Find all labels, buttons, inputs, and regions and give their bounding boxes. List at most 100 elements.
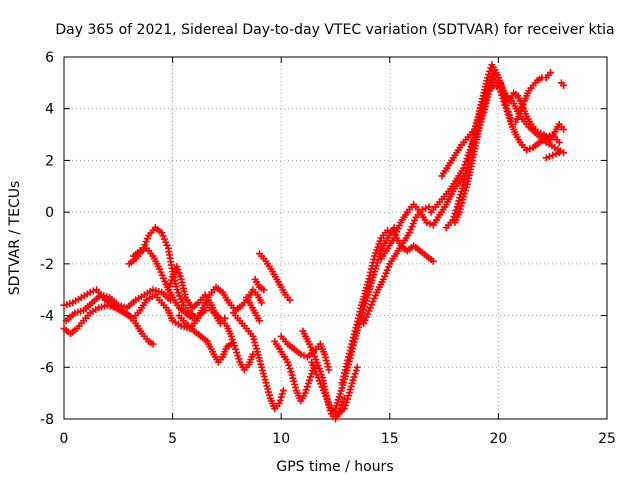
data-point-trace bbox=[240, 296, 250, 307]
data-point-trace bbox=[255, 293, 264, 304]
data-point-trace bbox=[206, 304, 216, 314]
data-point-trace bbox=[228, 335, 239, 350]
data-point-trace bbox=[457, 172, 468, 183]
data-point-trace bbox=[509, 123, 519, 136]
data-point-trace bbox=[238, 319, 248, 330]
data-point bbox=[284, 358, 292, 366]
data-point-trace bbox=[89, 287, 97, 295]
data-point-trace bbox=[513, 133, 523, 144]
data-point-trace bbox=[332, 387, 345, 410]
data-point-trace bbox=[147, 226, 157, 237]
data-point-trace bbox=[455, 167, 466, 180]
data-point-trace bbox=[300, 330, 312, 345]
y-tick-label: 4 bbox=[45, 102, 54, 118]
x-tick-label: 5 bbox=[168, 431, 177, 447]
data-point-trace bbox=[192, 329, 203, 339]
data-point-trace bbox=[171, 318, 182, 328]
series-track-15 bbox=[277, 332, 333, 374]
data-point-trace bbox=[513, 112, 523, 123]
data-point bbox=[384, 226, 392, 234]
data-point-trace bbox=[165, 276, 176, 290]
data-point-trace bbox=[254, 351, 265, 368]
data-point-trace bbox=[170, 265, 180, 278]
data-point-trace bbox=[194, 306, 206, 322]
data-point-trace bbox=[315, 377, 327, 394]
data-point-trace bbox=[244, 296, 253, 307]
data-point-trace bbox=[385, 237, 397, 250]
data-point-trace bbox=[454, 191, 465, 208]
series-track-20 bbox=[360, 203, 433, 327]
data-point-trace bbox=[90, 293, 103, 305]
data-point-trace bbox=[298, 392, 308, 402]
data-point-trace bbox=[453, 144, 464, 157]
data-point-trace bbox=[387, 228, 395, 236]
chart-title: Day 365 of 2021, Sidereal Day-to-day VTE… bbox=[55, 22, 614, 38]
data-point-trace bbox=[437, 203, 449, 216]
data-point-trace bbox=[263, 382, 273, 399]
x-tick-label: 20 bbox=[489, 431, 507, 447]
data-point bbox=[555, 138, 563, 146]
data-point-trace bbox=[374, 278, 386, 294]
data-point bbox=[425, 203, 433, 211]
data-point-trace bbox=[153, 293, 164, 304]
data-point-trace bbox=[444, 190, 455, 206]
data-point-trace bbox=[219, 317, 229, 327]
x-tick-label: 0 bbox=[60, 431, 69, 447]
data-point-trace bbox=[214, 285, 224, 295]
data-point bbox=[338, 379, 346, 387]
data-point-trace bbox=[527, 125, 539, 137]
data-point-trace bbox=[108, 295, 120, 307]
data-point-trace bbox=[152, 287, 163, 295]
y-tick-label: 6 bbox=[45, 50, 54, 66]
data-point-trace bbox=[545, 140, 556, 150]
data-point-trace bbox=[322, 353, 332, 371]
data-point-trace bbox=[180, 323, 191, 332]
data-point-trace bbox=[517, 100, 527, 115]
data-point-trace bbox=[246, 353, 256, 366]
data-point-trace bbox=[518, 115, 531, 128]
series-track-8 bbox=[175, 312, 235, 366]
data-point-trace bbox=[182, 304, 192, 314]
data-point bbox=[523, 146, 531, 154]
data-point-trace bbox=[190, 300, 200, 310]
data-point bbox=[227, 332, 235, 340]
data-point-trace bbox=[237, 361, 247, 371]
data-point bbox=[555, 149, 563, 157]
data-point-trace bbox=[511, 102, 523, 118]
data-point-trace bbox=[62, 326, 72, 336]
data-point-trace bbox=[329, 406, 339, 416]
data-point-trace bbox=[205, 340, 217, 356]
data-point bbox=[542, 154, 550, 162]
data-point-trace bbox=[220, 291, 231, 304]
data-point bbox=[351, 327, 359, 335]
series-track-10 bbox=[229, 309, 287, 413]
data-point-trace bbox=[412, 203, 422, 214]
series-track-25 bbox=[438, 81, 568, 180]
y-tick-label: -6 bbox=[40, 360, 54, 376]
data-point-trace bbox=[119, 308, 130, 318]
data-point-trace bbox=[358, 294, 371, 317]
data-point-trace bbox=[139, 246, 147, 254]
data-point-trace bbox=[267, 397, 278, 410]
data-point-trace bbox=[542, 132, 552, 142]
data-point-trace bbox=[63, 300, 74, 308]
data-point-trace bbox=[232, 312, 242, 322]
data-point-trace bbox=[115, 306, 126, 315]
data-point-trace bbox=[412, 243, 422, 253]
data-point-trace bbox=[400, 231, 412, 245]
data-point-trace bbox=[305, 349, 316, 359]
data-point-trace bbox=[492, 69, 501, 79]
data-point-trace bbox=[124, 311, 135, 320]
data-point-trace bbox=[545, 153, 553, 161]
data-point-trace bbox=[345, 338, 358, 365]
data-point-trace bbox=[414, 208, 424, 219]
data-point-trace bbox=[302, 379, 312, 394]
data-point-trace bbox=[279, 350, 290, 364]
data-point-trace bbox=[391, 222, 403, 239]
data-point-trace bbox=[293, 389, 304, 402]
data-point-trace bbox=[448, 177, 460, 190]
data-point-trace bbox=[143, 287, 154, 297]
data-point-trace bbox=[132, 309, 142, 320]
data-point-trace bbox=[145, 247, 155, 258]
